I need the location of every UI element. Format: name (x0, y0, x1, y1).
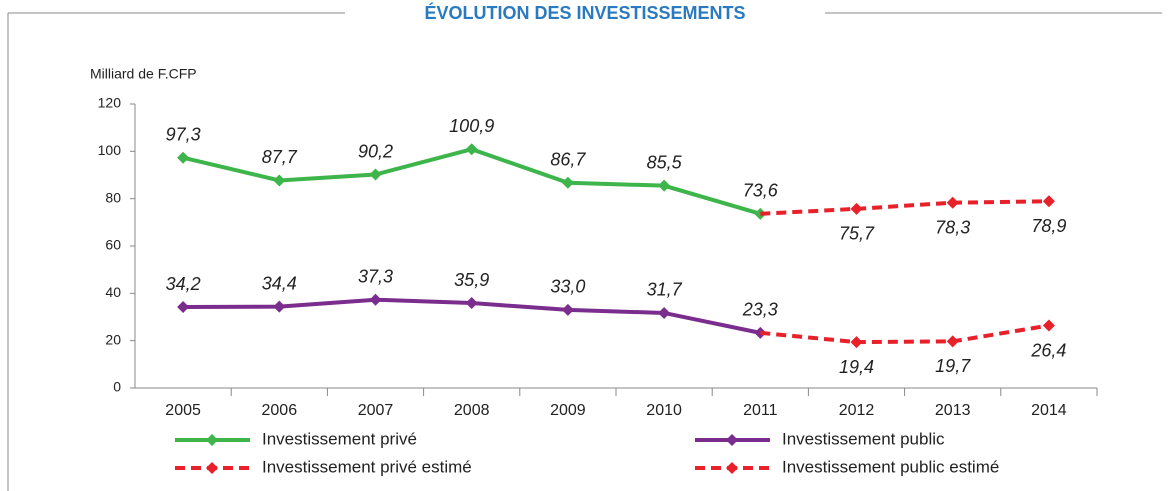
point-marker (561, 176, 574, 189)
y-tick-label: 60 (105, 237, 121, 253)
point-marker (177, 301, 190, 314)
y-tick-label: 20 (105, 331, 121, 347)
point-marker (369, 293, 382, 306)
x-tick-label: 2007 (358, 402, 394, 419)
value-label: 33,0 (550, 277, 585, 297)
value-label: 90,2 (358, 141, 393, 161)
x-tick-label: 2010 (646, 402, 682, 419)
legend-marker (726, 462, 738, 474)
legend-label: Investissement public (782, 429, 945, 448)
point-marker (1042, 319, 1055, 332)
value-label: 19,7 (935, 356, 971, 376)
legend-marker (726, 434, 738, 446)
y-tick-label: 0 (113, 379, 121, 395)
value-label: 73,6 (743, 181, 779, 201)
point-marker (273, 300, 286, 313)
value-label: 75,7 (839, 224, 875, 244)
x-tick-label: 2005 (165, 402, 201, 419)
series-line (760, 199, 1049, 216)
point-marker (465, 297, 478, 310)
point-marker (850, 202, 863, 215)
x-tick-label: 2011 (743, 402, 778, 419)
value-label: 97,3 (166, 124, 201, 144)
value-label: 35,9 (454, 270, 489, 290)
x-tick-label: 2013 (935, 402, 971, 419)
value-label: 78,9 (1031, 216, 1066, 236)
legend-label: Investissement public estimé (782, 457, 999, 476)
x-tick-label: 2009 (550, 402, 586, 419)
y-axis-label: Milliard de F.CFP (90, 66, 197, 82)
value-label: 37,3 (358, 266, 393, 286)
point-marker (177, 151, 190, 164)
point-marker (946, 196, 959, 209)
value-label: 34,2 (166, 274, 201, 294)
point-marker (658, 179, 671, 192)
y-tick-label: 100 (98, 142, 122, 158)
value-label: 78,3 (935, 217, 970, 237)
value-label: 26,4 (1030, 340, 1066, 360)
legend-marker (206, 434, 218, 446)
value-label: 31,7 (647, 280, 683, 300)
y-tick-label: 80 (105, 189, 121, 205)
x-tick-label: 2008 (454, 402, 490, 419)
value-label: 100,9 (449, 116, 494, 136)
value-label: 19,4 (839, 357, 874, 377)
x-tick-label: 2006 (262, 402, 298, 419)
value-label: 23,3 (742, 300, 778, 320)
y-tick-label: 40 (105, 284, 121, 300)
point-marker (658, 306, 671, 319)
y-tick-label: 120 (98, 95, 122, 111)
legend-marker (206, 462, 218, 474)
point-marker (946, 335, 959, 348)
value-label: 87,7 (262, 147, 298, 167)
point-marker (1042, 195, 1055, 208)
value-label: 86,7 (550, 150, 586, 170)
point-marker (561, 303, 574, 316)
x-tick-label: 2014 (1031, 402, 1067, 419)
series-line (760, 323, 1050, 345)
legend-label: Investissement privé (262, 429, 417, 448)
point-marker (465, 143, 478, 156)
value-label: 34,4 (262, 273, 297, 293)
x-tick-label: 2012 (839, 402, 875, 419)
point-marker (273, 174, 286, 187)
legend-label: Investissement privé estimé (262, 457, 472, 476)
chart-title: ÉVOLUTION DES INVESTISSEMENTS (424, 2, 745, 23)
point-marker (369, 168, 382, 181)
value-label: 85,5 (647, 152, 683, 172)
point-marker (850, 336, 863, 349)
